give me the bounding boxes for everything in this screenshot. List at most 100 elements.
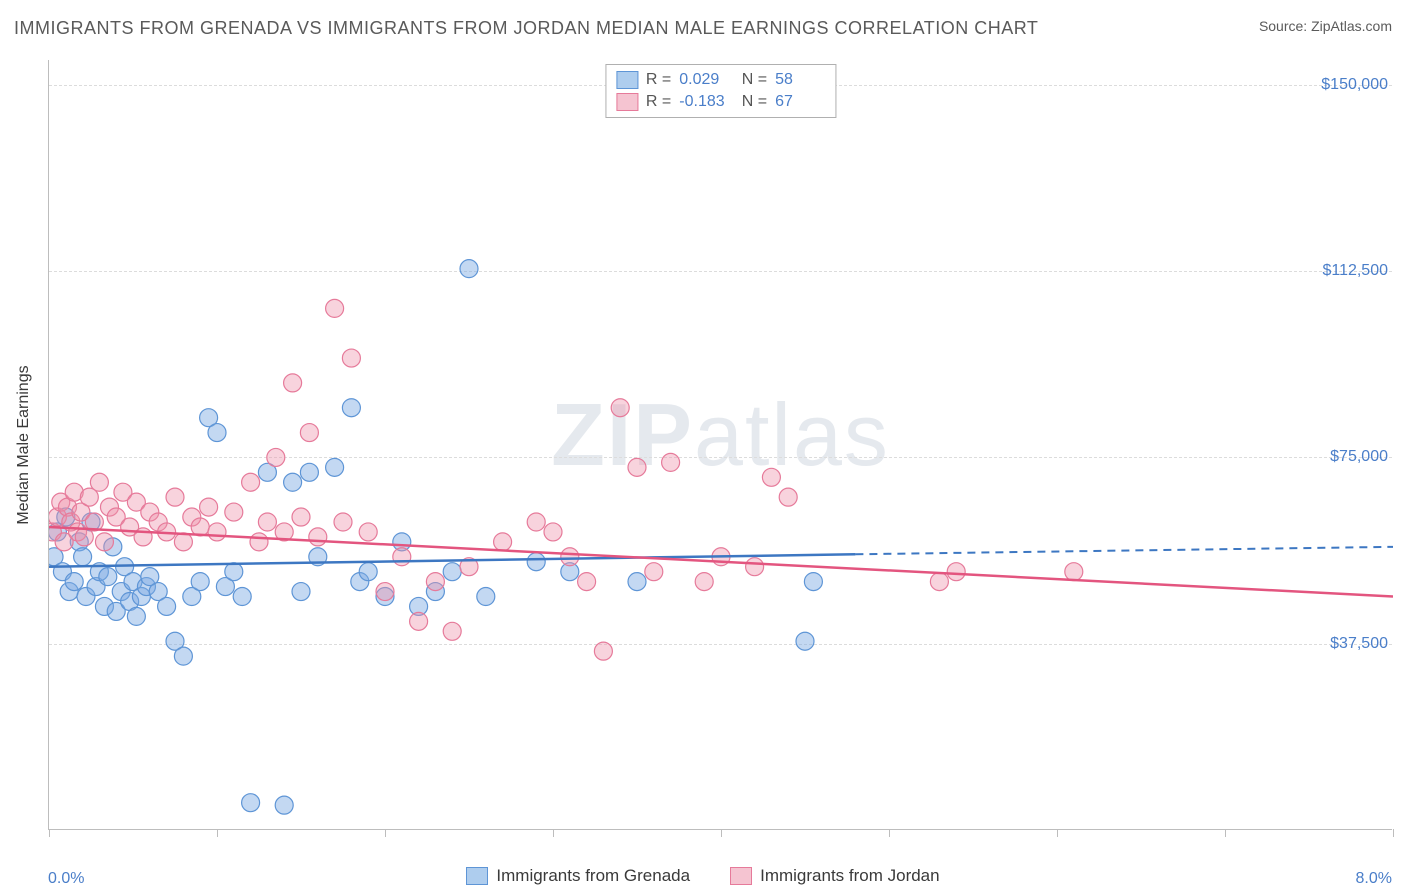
scatter-point-jordan [426,573,444,591]
scatter-point-jordan [930,573,948,591]
x-tick [1393,829,1394,837]
y-tick-label: $150,000 [1321,76,1388,94]
scatter-point-jordan [527,513,545,531]
n-value-grenada: 58 [775,71,825,89]
scatter-point-jordan [746,558,764,576]
scatter-point-grenada [127,607,145,625]
scatter-point-jordan [762,468,780,486]
scatter-point-jordan [267,448,285,466]
scatter-point-jordan [334,513,352,531]
scatter-point-grenada [796,632,814,650]
scatter-point-jordan [208,523,226,541]
scatter-point-jordan [779,488,797,506]
scatter-point-jordan [242,473,260,491]
scatter-point-jordan [611,399,629,417]
series-legend: Immigrants from Grenada Immigrants from … [0,866,1406,886]
n-label: N = [737,71,767,89]
scatter-point-grenada [65,573,83,591]
legend-row-jordan: R = -0.183 N = 67 [616,91,825,113]
scatter-point-jordan [166,488,184,506]
scatter-point-jordan [443,622,461,640]
r-label: R = [646,71,671,89]
scatter-point-grenada [158,597,176,615]
scatter-point-grenada [527,553,545,571]
scatter-point-jordan [578,573,596,591]
x-tick [553,829,554,837]
y-axis-title: Median Male Earnings [15,365,33,524]
scatter-point-jordan [494,533,512,551]
scatter-point-jordan [95,533,113,551]
scatter-point-jordan [292,508,310,526]
scatter-point-grenada [326,458,344,476]
scatter-point-jordan [376,583,394,601]
legend-item-grenada: Immigrants from Grenada [466,866,690,886]
x-tick [721,829,722,837]
scatter-point-grenada [233,588,251,606]
r-value-jordan: -0.183 [679,93,729,111]
swatch-grenada-icon [466,867,488,885]
scatter-point-jordan [174,533,192,551]
x-tick [385,829,386,837]
scatter-point-jordan [359,523,377,541]
scatter-point-grenada [460,260,478,278]
scatter-point-grenada [477,588,495,606]
scatter-point-grenada [628,573,646,591]
scatter-point-jordan [594,642,612,660]
scatter-point-jordan [225,503,243,521]
source-label: Source: ZipAtlas.com [1259,18,1392,34]
n-value-jordan: 67 [775,93,825,111]
scatter-point-grenada [174,647,192,665]
scatter-point-jordan [90,473,108,491]
y-tick-label: $112,500 [1322,262,1388,280]
legend-row-grenada: R = 0.029 N = 58 [616,69,825,91]
regression-line-jordan [49,527,1393,597]
legend-label-jordan: Immigrants from Jordan [760,866,940,886]
scatter-point-grenada [208,424,226,442]
scatter-point-jordan [947,563,965,581]
scatter-point-jordan [544,523,562,541]
chart-container: IMMIGRANTS FROM GRENADA VS IMMIGRANTS FR… [0,0,1406,892]
scatter-point-grenada [284,473,302,491]
scatter-point-grenada [99,568,117,586]
scatter-point-jordan [662,453,680,471]
x-tick [889,829,890,837]
plot-area: ZIPatlas R = 0.029 N = 58 R = -0.183 N =… [48,60,1392,830]
legend-label-grenada: Immigrants from Grenada [496,866,690,886]
scatter-point-jordan [284,374,302,392]
scatter-point-jordan [342,349,360,367]
scatter-point-jordan [250,533,268,551]
scatter-point-jordan [393,548,411,566]
x-tick [1057,829,1058,837]
swatch-jordan [616,93,638,111]
correlation-legend: R = 0.029 N = 58 R = -0.183 N = 67 [605,64,836,118]
scatter-point-grenada [342,399,360,417]
y-tick-label: $37,500 [1330,635,1388,653]
n-label: N = [737,93,767,111]
scatter-point-grenada [300,463,318,481]
scatter-point-grenada [443,563,461,581]
scatter-point-jordan [628,458,646,476]
swatch-grenada [616,71,638,89]
scatter-point-jordan [410,612,428,630]
scatter-point-grenada [225,563,243,581]
r-label: R = [646,93,671,111]
scatter-point-jordan [300,424,318,442]
scatter-point-jordan [695,573,713,591]
scatter-point-grenada [275,796,293,814]
scatter-point-grenada [191,573,209,591]
chart-title: IMMIGRANTS FROM GRENADA VS IMMIGRANTS FR… [14,18,1038,39]
swatch-jordan-icon [730,867,752,885]
scatter-point-jordan [309,528,327,546]
scatter-point-jordan [258,513,276,531]
scatter-point-jordan [326,299,344,317]
regression-line-dashed-grenada [855,547,1393,554]
y-tick-label: $75,000 [1330,448,1388,466]
r-value-grenada: 0.029 [679,71,729,89]
chart-svg [49,60,1393,830]
scatter-point-grenada [292,583,310,601]
scatter-point-grenada [359,563,377,581]
scatter-point-grenada [74,548,92,566]
scatter-point-jordan [645,563,663,581]
x-tick [217,829,218,837]
scatter-point-grenada [804,573,822,591]
